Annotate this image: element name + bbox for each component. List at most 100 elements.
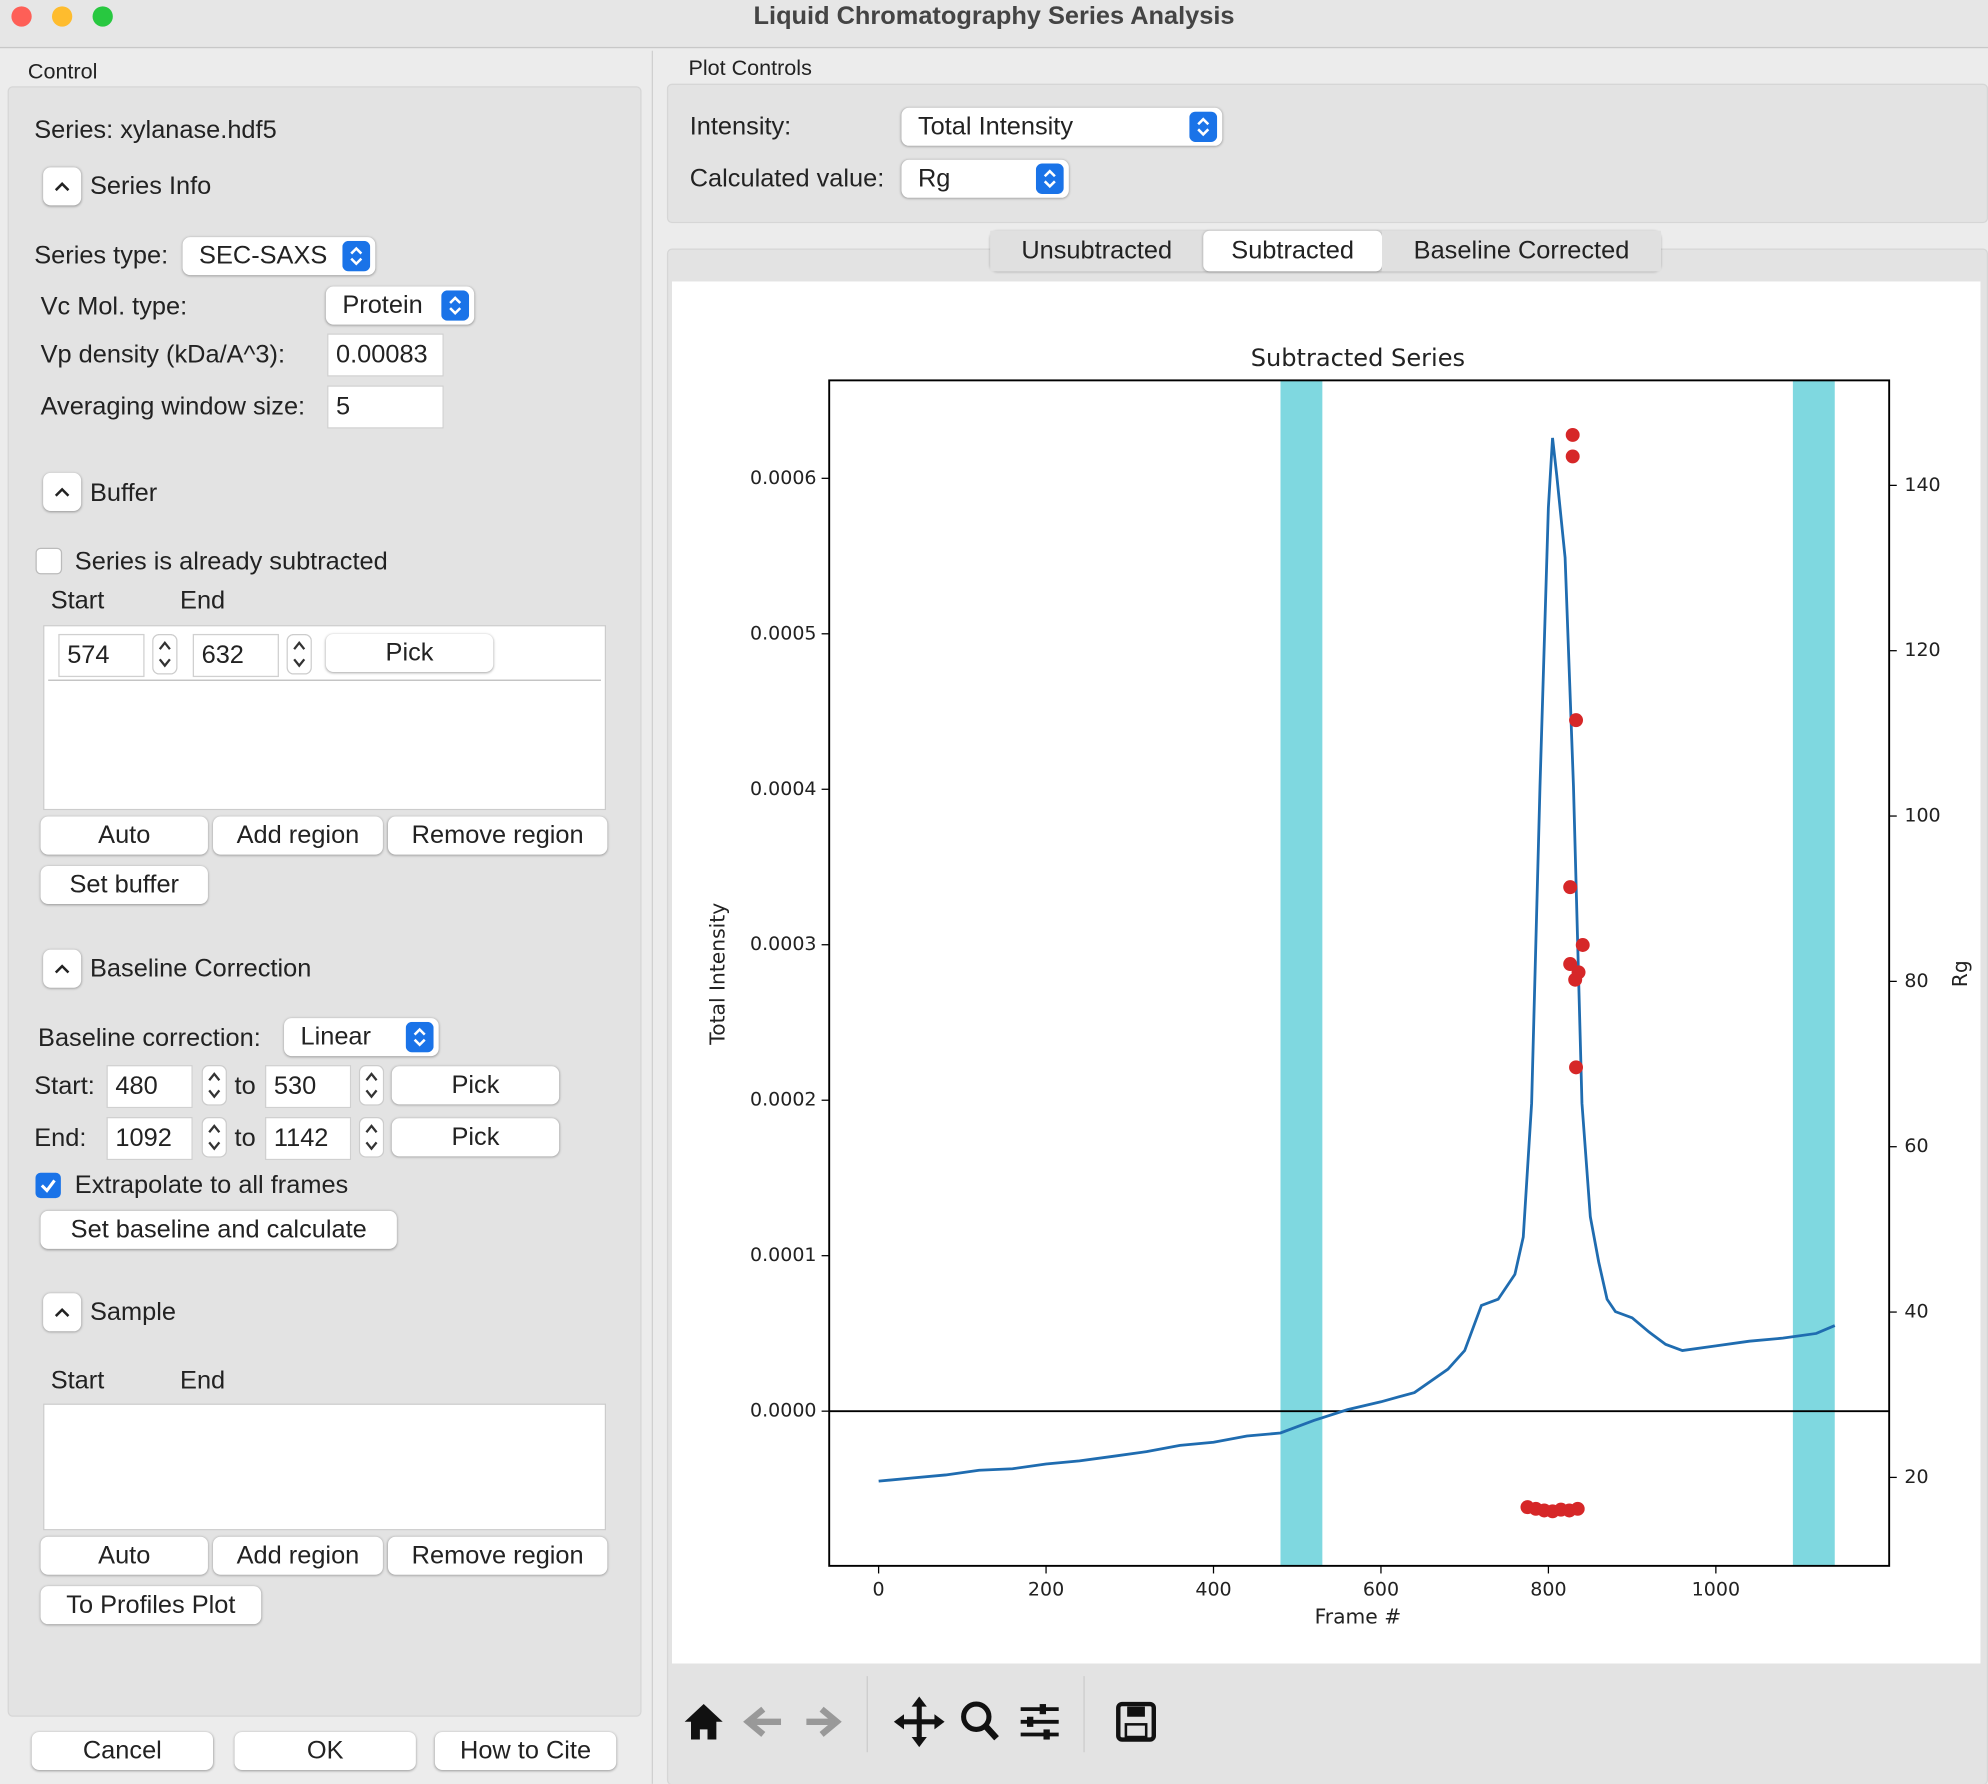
cancel-button[interactable]: Cancel bbox=[31, 1731, 214, 1770]
y-tick-label: 0.0005 bbox=[750, 622, 816, 644]
back-icon[interactable] bbox=[743, 1706, 782, 1737]
button[interactable]: Set baseline and calculate bbox=[40, 1210, 397, 1249]
button[interactable]: Remove region bbox=[387, 816, 608, 855]
toolbar bbox=[671, 1664, 1981, 1782]
button[interactable]: Remove region bbox=[387, 1536, 608, 1575]
pick-button[interactable]: Pick bbox=[391, 1118, 560, 1157]
spinner[interactable] bbox=[286, 633, 312, 675]
chart-title: Subtracted Series bbox=[1251, 344, 1465, 372]
collapse-button[interactable] bbox=[43, 472, 82, 511]
button[interactable]: Set buffer bbox=[40, 865, 208, 905]
label: Vc Mol. type: bbox=[40, 292, 188, 321]
rg-point bbox=[1575, 938, 1590, 952]
collapse-button[interactable] bbox=[43, 167, 82, 206]
section-heading: Series Info bbox=[90, 172, 212, 201]
dropdown[interactable]: Protein bbox=[325, 286, 475, 325]
pan-icon[interactable] bbox=[893, 1696, 945, 1748]
plot-controls-panel bbox=[666, 83, 1988, 224]
label: Averaging window size: bbox=[40, 393, 306, 421]
button[interactable]: Auto bbox=[40, 1536, 208, 1575]
dropdown[interactable]: Linear bbox=[284, 1018, 439, 1057]
collapse-button[interactable] bbox=[43, 949, 82, 988]
spin-input[interactable]: 530 bbox=[264, 1065, 352, 1109]
chart: Subtracted Series Frame # Total Intensit… bbox=[705, 344, 1972, 1629]
label: Intensity: bbox=[689, 112, 792, 141]
tab[interactable]: Unsubtracted bbox=[990, 230, 1204, 272]
cite-button[interactable]: How to Cite bbox=[434, 1731, 617, 1770]
dropdown[interactable]: Total Intensity bbox=[901, 107, 1223, 146]
text-input[interactable]: 5 bbox=[327, 385, 444, 429]
y-tick-label: 0.0002 bbox=[750, 1089, 816, 1111]
home-icon[interactable] bbox=[684, 1704, 723, 1740]
rg-point bbox=[1570, 1501, 1585, 1516]
text-input[interactable]: 0.00083 bbox=[327, 333, 444, 377]
section-heading: Buffer bbox=[90, 479, 158, 508]
tab[interactable]: Subtracted bbox=[1203, 230, 1383, 272]
save-icon[interactable] bbox=[1116, 1701, 1157, 1742]
series-name: Series: xylanase.hdf5 bbox=[34, 116, 277, 145]
rg-point bbox=[1569, 713, 1584, 728]
pick-button[interactable]: Pick bbox=[391, 1066, 560, 1105]
y-tick-label: 0.0001 bbox=[750, 1244, 816, 1266]
rg-point bbox=[1563, 880, 1578, 895]
spinner[interactable] bbox=[201, 1065, 227, 1106]
plot-frame bbox=[828, 379, 1891, 1567]
x-tick-label: 400 bbox=[1195, 1578, 1231, 1600]
collapse-button[interactable] bbox=[43, 1293, 82, 1332]
label: Calculated value: bbox=[689, 164, 885, 193]
spin-input[interactable]: 1092 bbox=[106, 1117, 193, 1161]
checkbox-label: Extrapolate to all frames bbox=[74, 1171, 349, 1200]
label: to bbox=[234, 1124, 256, 1153]
spin-input[interactable]: 1142 bbox=[264, 1117, 352, 1161]
group-title: Plot Controls bbox=[688, 55, 812, 80]
spin-input[interactable]: 480 bbox=[106, 1065, 193, 1109]
spinner[interactable] bbox=[152, 633, 178, 675]
column-header: Start bbox=[50, 1366, 105, 1395]
label: to bbox=[234, 1072, 256, 1101]
window-buttons[interactable] bbox=[0, 0, 127, 38]
intensity-line bbox=[878, 437, 1836, 1483]
title-bar bbox=[0, 0, 1988, 49]
x-tick-label: 0 bbox=[873, 1578, 885, 1600]
y2-tick-label: 80 bbox=[1904, 970, 1928, 992]
spinner[interactable] bbox=[201, 1117, 227, 1158]
spin-input[interactable]: 574 bbox=[58, 633, 145, 678]
spin-input[interactable]: 632 bbox=[192, 633, 279, 678]
checkbox-label: Series is already subtracted bbox=[74, 547, 388, 576]
tab[interactable]: Baseline Corrected bbox=[1382, 230, 1661, 272]
splitter[interactable] bbox=[651, 50, 653, 1784]
dropdown[interactable]: Rg bbox=[901, 159, 1069, 198]
zoom-icon[interactable] bbox=[961, 1701, 999, 1741]
button[interactable]: To Profiles Plot bbox=[40, 1586, 262, 1625]
checkbox-checked[interactable] bbox=[35, 1172, 61, 1199]
pick-button[interactable]: Pick bbox=[325, 633, 494, 672]
x-axis-label: Frame # bbox=[1315, 1604, 1402, 1628]
label: Series type: bbox=[34, 242, 169, 271]
dropdown[interactable]: SEC-SAXS bbox=[182, 237, 376, 276]
column-header: End bbox=[180, 1366, 226, 1395]
plot-canvas-bg bbox=[671, 281, 1981, 1664]
ok-button[interactable]: OK bbox=[234, 1731, 416, 1770]
label: Baseline correction: bbox=[38, 1024, 261, 1053]
button[interactable]: Add region bbox=[213, 1536, 383, 1575]
y2-tick-label: 100 bbox=[1904, 805, 1940, 827]
configure-icon[interactable] bbox=[1020, 1704, 1059, 1740]
column-header: Start bbox=[50, 587, 105, 615]
spinner[interactable] bbox=[358, 1117, 385, 1158]
y2-tick-label: 20 bbox=[1904, 1466, 1928, 1488]
button[interactable]: Add region bbox=[213, 816, 383, 855]
section-heading: Baseline Correction bbox=[90, 954, 312, 983]
label: Start: bbox=[34, 1072, 95, 1101]
column-header: End bbox=[180, 587, 226, 615]
y2-tick-label: 140 bbox=[1904, 474, 1940, 496]
forward-icon[interactable] bbox=[806, 1706, 842, 1737]
y2-tick-label: 40 bbox=[1904, 1301, 1928, 1323]
baseline-region bbox=[1792, 380, 1835, 1566]
y2-tick-label: 60 bbox=[1904, 1135, 1928, 1157]
checkbox[interactable] bbox=[35, 547, 63, 575]
spinner[interactable] bbox=[358, 1065, 385, 1106]
dropdown-value: Protein bbox=[342, 291, 423, 320]
button[interactable]: Auto bbox=[40, 816, 208, 855]
